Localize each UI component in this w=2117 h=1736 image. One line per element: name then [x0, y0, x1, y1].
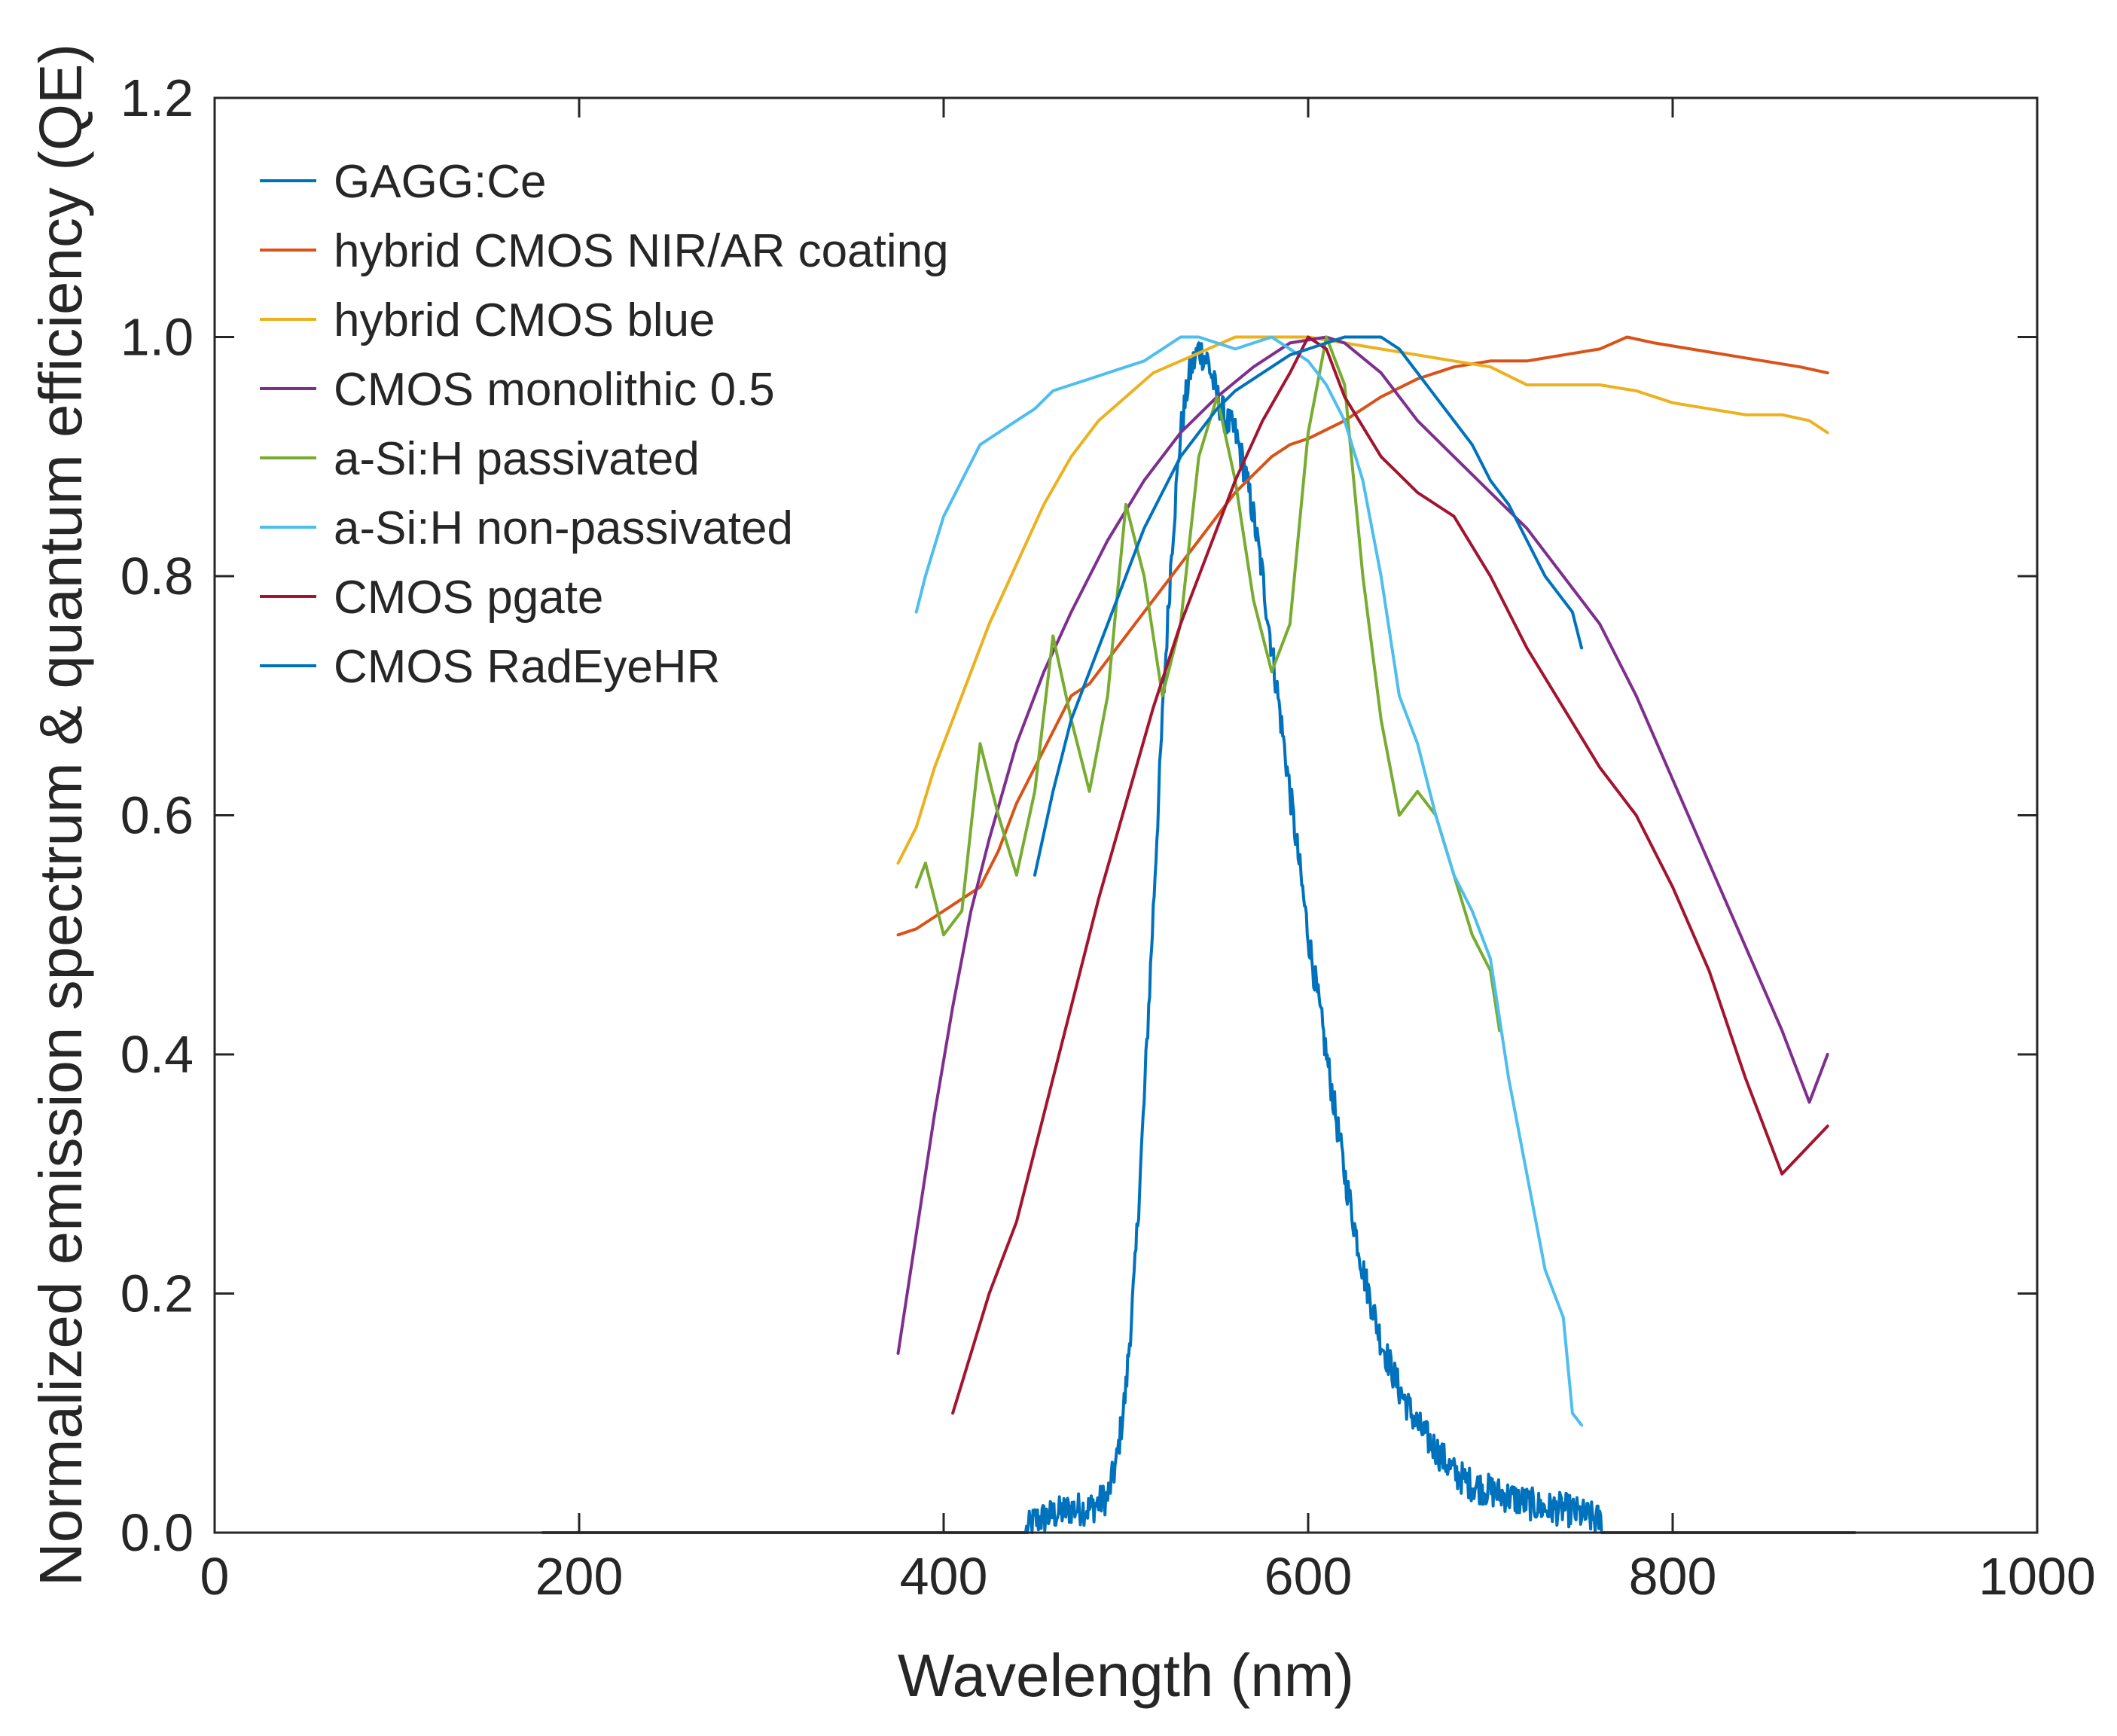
series-line-4: [896, 335, 1829, 1355]
legend-label: a-Si:H non-passivated: [334, 502, 793, 554]
series-line-5: [914, 335, 1502, 1033]
legend-label: hybrid CMOS blue: [334, 294, 715, 346]
series-line-8: [1033, 335, 1583, 877]
legend-label: CMOS monolithic 0.5: [334, 364, 775, 416]
series-line-3: [896, 335, 1829, 865]
x-tick-label: 800: [1629, 1547, 1717, 1606]
legend-label: CMOS pgate: [334, 572, 603, 624]
series-layer: [541, 335, 1856, 1534]
x-tick-label: 200: [535, 1547, 624, 1606]
series-line-6: [914, 335, 1583, 1427]
x-tick-label: 0: [200, 1547, 230, 1606]
y-tick-label: 0.6: [120, 786, 194, 845]
x-tick-label: 1000: [1978, 1547, 2096, 1606]
y-tick-label: 0.0: [120, 1503, 194, 1562]
legend-label: a-Si:H passivated: [334, 433, 700, 485]
x-tick-label: 600: [1264, 1547, 1353, 1606]
series-line-7: [951, 335, 1829, 1415]
y-tick-label: 0.8: [120, 547, 194, 606]
x-tick-label: 400: [900, 1547, 988, 1606]
y-tick-label: 1.0: [120, 308, 194, 367]
y-tick-label: 0.4: [120, 1025, 194, 1084]
x-axis-label: Wavelength (nm): [898, 1642, 1354, 1709]
legend-label: GAGG:Ce: [334, 156, 547, 208]
legend-label: hybrid CMOS NIR/AR coating: [334, 225, 949, 277]
series-line-2: [896, 335, 1829, 937]
y-axis-label: Normalized emission spectrum & quantum e…: [27, 44, 94, 1586]
y-tick-label: 0.2: [120, 1265, 194, 1323]
legend-label: CMOS RadEyeHR: [334, 641, 720, 693]
series-line-1: [541, 341, 1856, 1534]
y-tick-label: 1.2: [120, 69, 194, 127]
tick-layer: 0 200 400 600 800 1000 0.0 0.2 0.4 0.6 0.8 1.0 1.2: [120, 69, 2096, 1606]
legend: GAGG:Ce hybrid CMOS NIR/AR coating hybrid …: [260, 156, 949, 693]
